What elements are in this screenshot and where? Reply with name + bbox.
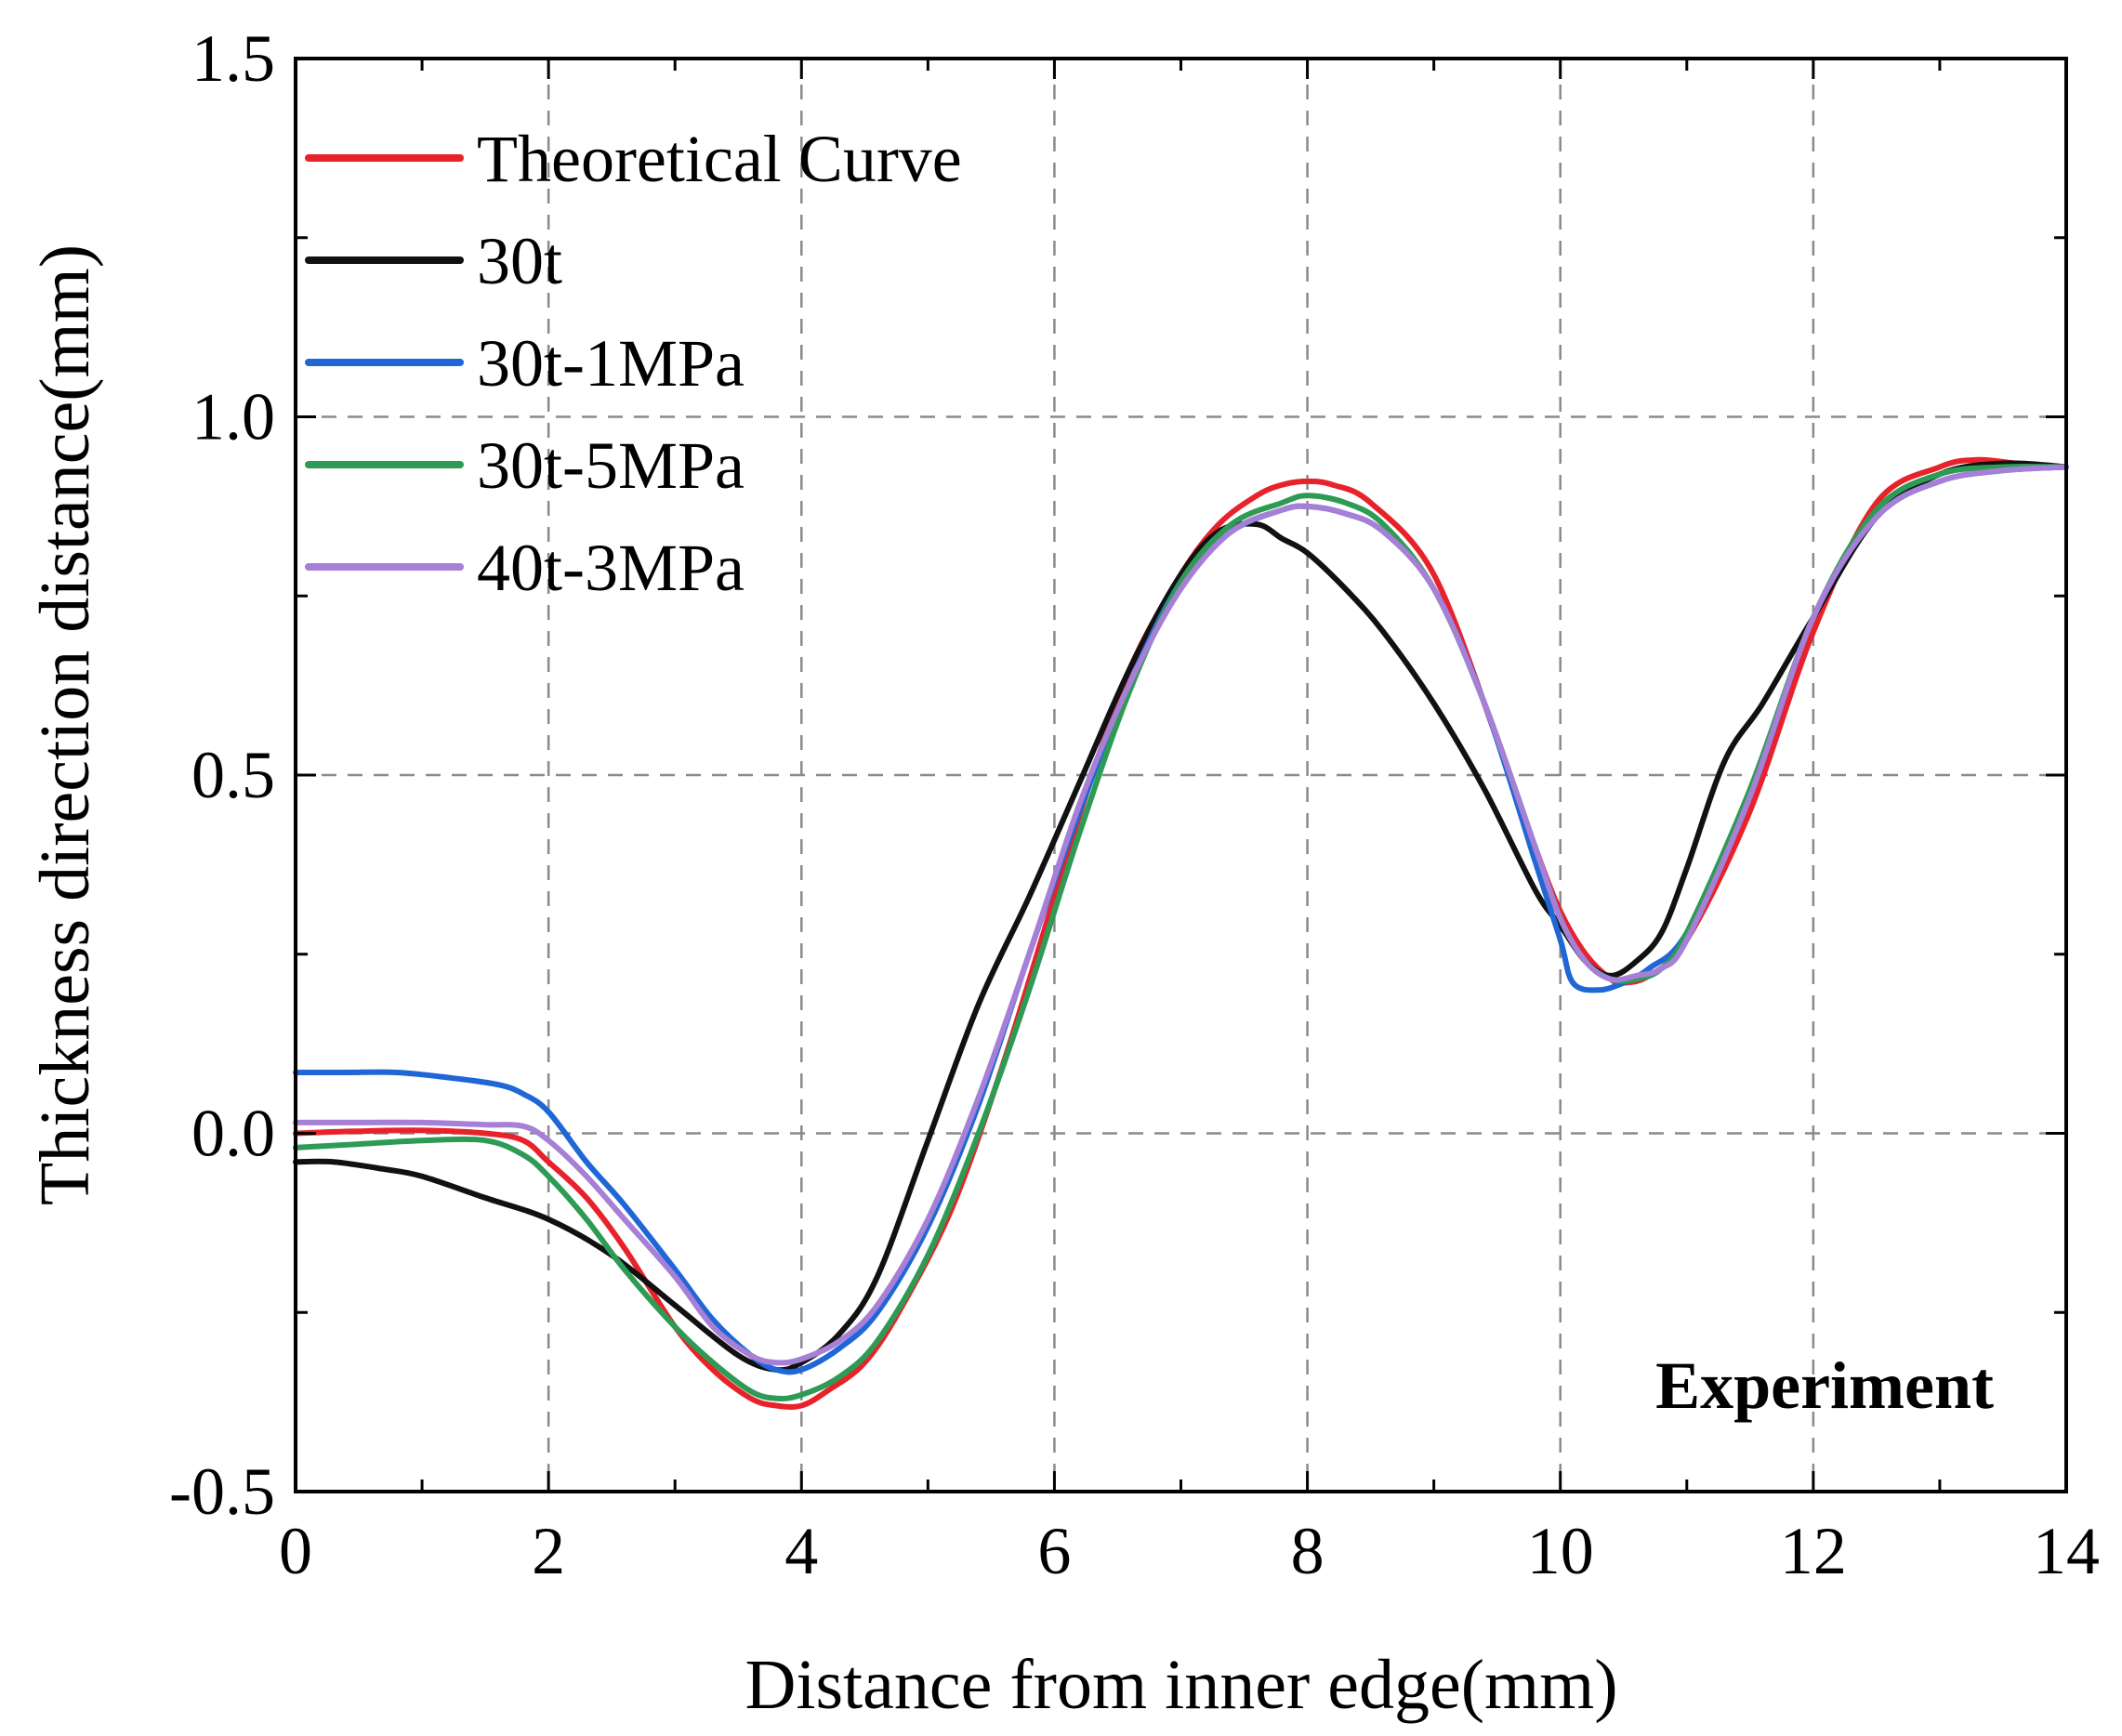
grid-lines xyxy=(296,59,2066,1492)
legend-label-40t-3mpa: 40t-3MPa xyxy=(477,531,745,605)
x-tick-label: 2 xyxy=(532,1514,565,1588)
y-tick-label: 1.0 xyxy=(191,380,275,454)
y-tick-label: -0.5 xyxy=(169,1454,275,1529)
x-tick-label: 8 xyxy=(1291,1514,1325,1588)
x-tick-label: 4 xyxy=(784,1514,818,1588)
x-tick-label: 10 xyxy=(1527,1514,1594,1588)
x-axis-title: Distance from inner edge(mm) xyxy=(745,1646,1617,1724)
series-line-40t-3mpa xyxy=(293,464,2069,1366)
series-line-30t-5mpa xyxy=(293,463,2069,1401)
y-tick-label: 0.5 xyxy=(191,738,275,812)
experiment-annotation: Experiment xyxy=(1655,1348,1994,1423)
y-tick-label: 1.5 xyxy=(191,21,275,96)
y-axis-title: Thickness direction distance(mm) xyxy=(26,244,104,1205)
x-tick-label: 6 xyxy=(1037,1514,1071,1588)
x-tick-labels: 0 2 4 6 8 10 12 14 xyxy=(279,1514,2100,1588)
legend: Theoretical Curve 30t 30t-1MPa 30t-5MPa 40t-… xyxy=(305,122,962,605)
axis-ticks xyxy=(294,57,2068,1493)
legend-label-theoretical-curve: Theoretical Curve xyxy=(477,122,962,196)
x-tick-label: 12 xyxy=(1780,1514,1847,1588)
legend-label-30t: 30t xyxy=(477,224,562,298)
x-tick-label: 0 xyxy=(279,1514,312,1588)
y-tick-label: 0.0 xyxy=(191,1097,275,1171)
legend-label-30t-5mpa: 30t-5MPa xyxy=(477,428,745,503)
series-lines xyxy=(293,456,2069,1410)
x-tick-label: 14 xyxy=(2033,1514,2100,1588)
legend-label-30t-1mpa: 30t-1MPa xyxy=(477,326,745,401)
y-tick-labels: -0.5 0.0 0.5 1.0 1.5 xyxy=(169,21,275,1529)
